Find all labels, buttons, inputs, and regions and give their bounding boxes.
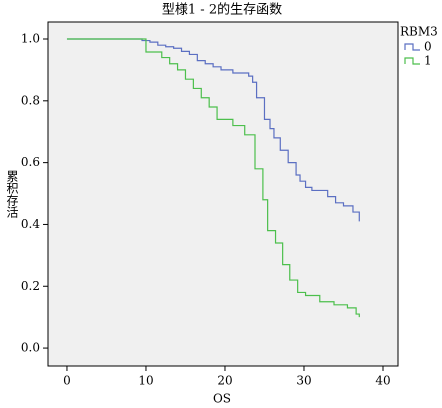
x-tick-label: 40 <box>375 374 390 388</box>
y-tick-label: 1.0 <box>21 31 40 45</box>
y-tick-label: 0.0 <box>21 341 40 355</box>
y-axis-label: 累积存活 <box>5 170 19 218</box>
y-tick-label: 0.4 <box>21 217 40 231</box>
legend-swatch <box>404 43 420 51</box>
x-tick-label: 0 <box>63 374 71 388</box>
chart-title: 型様1 - 2的生存函数 <box>162 2 282 18</box>
legend-title: RBM3 <box>400 25 438 39</box>
x-tick-label: 20 <box>217 374 232 388</box>
x-axis-label: OS <box>213 392 231 406</box>
legend-swatch <box>404 57 420 65</box>
y-tick-label: 0.2 <box>21 279 40 293</box>
legend-label: 1 <box>424 54 432 68</box>
legend-label: 0 <box>424 40 432 54</box>
x-tick-label: 10 <box>138 374 153 388</box>
y-tick-label: 0.8 <box>21 93 40 107</box>
x-tick-label: 30 <box>296 374 311 388</box>
y-tick-label: 0.6 <box>21 155 40 169</box>
plot-area <box>47 21 399 367</box>
survival-line <box>66 38 360 318</box>
survival-line <box>66 38 360 222</box>
